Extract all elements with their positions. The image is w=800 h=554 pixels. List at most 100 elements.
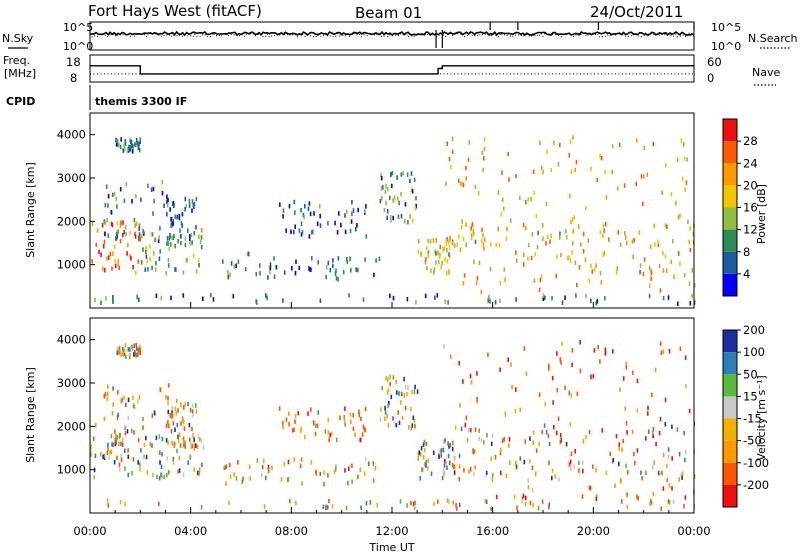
nsky-label: N.Sky	[2, 32, 34, 45]
noise-panel: N.Sky 10^5 10^0 10^5 10^0 N.Search	[2, 21, 798, 53]
echo-cell	[453, 470, 456, 475]
echo-cell	[100, 452, 102, 457]
nsearch-tick-top: 10^5	[711, 21, 741, 34]
echo-cell	[182, 293, 185, 298]
echo-cell	[195, 403, 197, 408]
colorbar-tick-label: 20	[743, 178, 758, 192]
echo-cell	[611, 143, 614, 149]
echo-cell	[614, 483, 616, 488]
echo-cell	[294, 270, 297, 276]
echo-cell	[633, 451, 635, 457]
echo-cell	[433, 267, 436, 272]
echo-cell	[114, 429, 116, 434]
echo-cell	[401, 415, 404, 421]
echo-cell	[110, 433, 113, 439]
echo-cell	[172, 421, 175, 426]
echo-cell	[122, 232, 124, 238]
echo-cell	[151, 232, 154, 237]
echo-cell	[124, 448, 126, 453]
echo-cell	[436, 293, 439, 298]
echo-cell	[120, 137, 122, 142]
echo-cell	[309, 211, 312, 217]
echo-cell	[455, 506, 458, 511]
echo-cell	[156, 474, 158, 480]
echo-cell	[179, 228, 181, 233]
echo-cell	[364, 456, 367, 462]
echo-cell	[149, 441, 151, 447]
echo-cell	[339, 415, 341, 420]
echo-cell	[170, 428, 173, 434]
echo-cell	[665, 163, 667, 168]
echo-cell	[167, 241, 169, 246]
echo-cell	[182, 436, 185, 442]
echo-cell	[662, 486, 665, 491]
echo-cell	[184, 242, 187, 248]
echo-cell	[511, 384, 513, 390]
echo-cell	[178, 432, 181, 437]
echo-cell	[152, 186, 155, 192]
echo-cell	[625, 463, 627, 469]
echo-cell	[504, 277, 506, 282]
echo-cell	[451, 462, 454, 468]
echo-cell	[329, 432, 331, 438]
echo-cell	[649, 501, 651, 507]
echo-cell	[684, 187, 686, 192]
echo-cell	[92, 436, 95, 441]
echo-cell	[119, 349, 121, 355]
echo-cell	[109, 450, 111, 455]
echo-cell	[452, 500, 454, 505]
velocity-panel-frame	[89, 317, 695, 514]
echo-cell	[413, 505, 416, 510]
echo-cell	[158, 256, 161, 261]
echo-cell	[125, 181, 128, 187]
echo-cell	[453, 456, 456, 461]
echo-cell	[373, 272, 375, 278]
echo-cell	[182, 417, 184, 423]
echo-cell	[450, 165, 452, 170]
echo-cell	[645, 436, 647, 441]
echo-cell	[191, 426, 193, 432]
echo-cell	[639, 270, 641, 275]
echo-cell	[446, 236, 448, 242]
echo-cell	[478, 428, 480, 433]
echo-cell	[142, 247, 144, 252]
echo-cell	[167, 409, 170, 415]
echo-cell	[177, 408, 179, 413]
echo-cell	[447, 240, 450, 245]
echo-cell	[440, 265, 442, 270]
echo-cell	[488, 294, 490, 300]
echo-cell	[351, 479, 353, 484]
echo-cell	[468, 469, 470, 474]
echo-cell	[678, 452, 681, 457]
echo-cell	[461, 219, 463, 224]
echo-cell	[115, 434, 117, 439]
echo-cell	[483, 440, 485, 445]
echo-cell	[390, 218, 392, 223]
echo-cell	[173, 233, 175, 239]
echo-cell	[295, 259, 297, 264]
echo-cell	[404, 202, 407, 207]
echo-cell	[537, 506, 540, 511]
echo-cell	[123, 351, 126, 357]
echo-cell	[304, 434, 306, 440]
echo-cell	[650, 270, 653, 276]
echo-cell	[212, 297, 215, 302]
echo-cell	[664, 422, 667, 427]
echo-cell	[450, 354, 452, 359]
echo-cell	[184, 444, 186, 449]
echo-cell	[120, 399, 122, 404]
echo-cell	[472, 228, 475, 234]
echo-cell	[617, 230, 620, 235]
echo-cell	[132, 395, 134, 400]
echo-cell	[619, 242, 622, 248]
echo-cell	[334, 220, 336, 226]
y-tick-label: 3000	[57, 376, 86, 390]
echo-cell	[533, 190, 536, 196]
echo-cell	[190, 444, 193, 449]
echo-cell	[113, 460, 116, 465]
echo-cell	[616, 186, 619, 191]
echo-cell	[136, 141, 139, 146]
echo-cell	[439, 252, 441, 257]
echo-cell	[415, 299, 417, 305]
freq-label-line1: Freq.	[3, 54, 30, 67]
